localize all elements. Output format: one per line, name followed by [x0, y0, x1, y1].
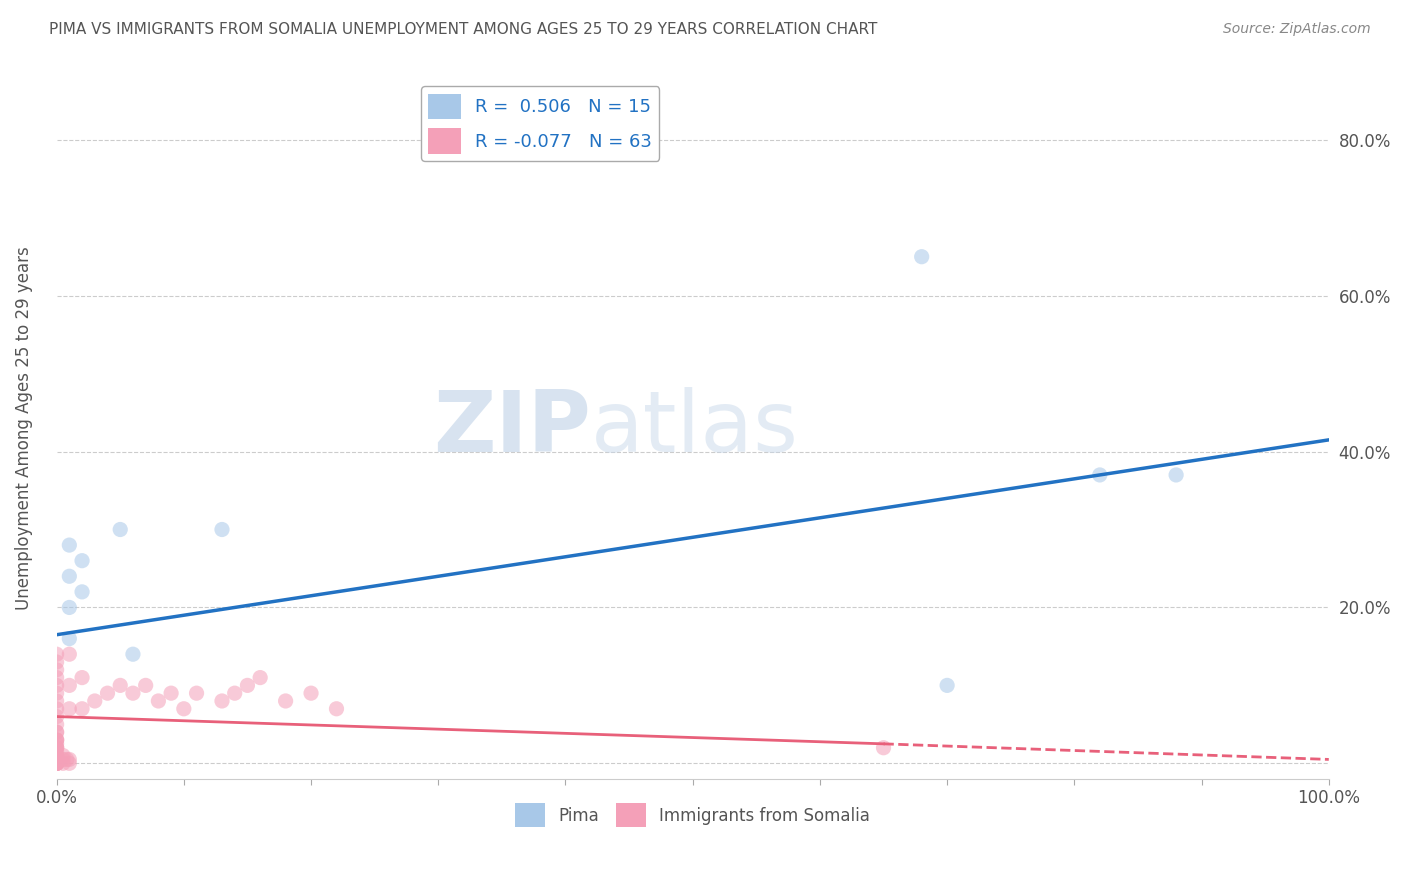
Point — [70, 671, 93, 685]
Point — [45, 756, 67, 771]
Point — [224, 686, 246, 700]
Point — [45, 733, 67, 747]
Point — [70, 585, 93, 599]
Point — [1088, 467, 1111, 482]
Point — [173, 702, 195, 716]
Point — [52, 756, 75, 771]
Point — [325, 702, 347, 716]
Point — [45, 740, 67, 755]
Point — [45, 737, 67, 751]
Point — [186, 686, 208, 700]
Point — [45, 748, 67, 763]
Point — [45, 655, 67, 669]
Point — [122, 647, 145, 661]
Point — [45, 702, 67, 716]
Point — [45, 717, 67, 731]
Point — [70, 702, 93, 716]
Point — [45, 671, 67, 685]
Text: Source: ZipAtlas.com: Source: ZipAtlas.com — [1223, 22, 1371, 37]
Point — [45, 752, 67, 766]
Point — [58, 752, 80, 766]
Point — [45, 756, 67, 771]
Point — [45, 752, 67, 766]
Point — [122, 686, 145, 700]
Point — [45, 740, 67, 755]
Point — [45, 756, 67, 771]
Point — [45, 725, 67, 739]
Point — [274, 694, 297, 708]
Point — [110, 523, 132, 537]
Point — [45, 686, 67, 700]
Point — [45, 694, 67, 708]
Point — [45, 725, 67, 739]
Point — [58, 756, 80, 771]
Point — [45, 756, 67, 771]
Point — [872, 740, 894, 755]
Point — [211, 523, 233, 537]
Point — [936, 678, 959, 692]
Point — [58, 569, 80, 583]
Point — [236, 678, 259, 692]
Point — [52, 748, 75, 763]
Point — [58, 678, 80, 692]
Point — [45, 756, 67, 771]
Point — [249, 671, 271, 685]
Point — [45, 748, 67, 763]
Point — [96, 686, 118, 700]
Point — [110, 678, 132, 692]
Point — [58, 538, 80, 552]
Point — [83, 694, 105, 708]
Point — [45, 740, 67, 755]
Text: ZIP: ZIP — [433, 386, 591, 470]
Point — [58, 702, 80, 716]
Point — [45, 756, 67, 771]
Point — [911, 250, 934, 264]
Point — [52, 752, 75, 766]
Point — [45, 663, 67, 677]
Point — [45, 748, 67, 763]
Text: PIMA VS IMMIGRANTS FROM SOMALIA UNEMPLOYMENT AMONG AGES 25 TO 29 YEARS CORRELATI: PIMA VS IMMIGRANTS FROM SOMALIA UNEMPLOY… — [49, 22, 877, 37]
Point — [299, 686, 322, 700]
Point — [45, 756, 67, 771]
Point — [45, 733, 67, 747]
Point — [211, 694, 233, 708]
Point — [58, 647, 80, 661]
Point — [1164, 467, 1187, 482]
Point — [70, 554, 93, 568]
Point — [45, 709, 67, 723]
Point — [160, 686, 183, 700]
Point — [45, 756, 67, 771]
Point — [135, 678, 157, 692]
Point — [45, 678, 67, 692]
Point — [45, 733, 67, 747]
Point — [148, 694, 170, 708]
Point — [45, 647, 67, 661]
Point — [58, 600, 80, 615]
Text: atlas: atlas — [591, 386, 799, 470]
Point — [45, 756, 67, 771]
Point — [45, 745, 67, 759]
Point — [58, 632, 80, 646]
Y-axis label: Unemployment Among Ages 25 to 29 years: Unemployment Among Ages 25 to 29 years — [15, 246, 32, 610]
Legend: Pima, Immigrants from Somalia: Pima, Immigrants from Somalia — [509, 797, 877, 834]
Point — [56, 752, 79, 766]
